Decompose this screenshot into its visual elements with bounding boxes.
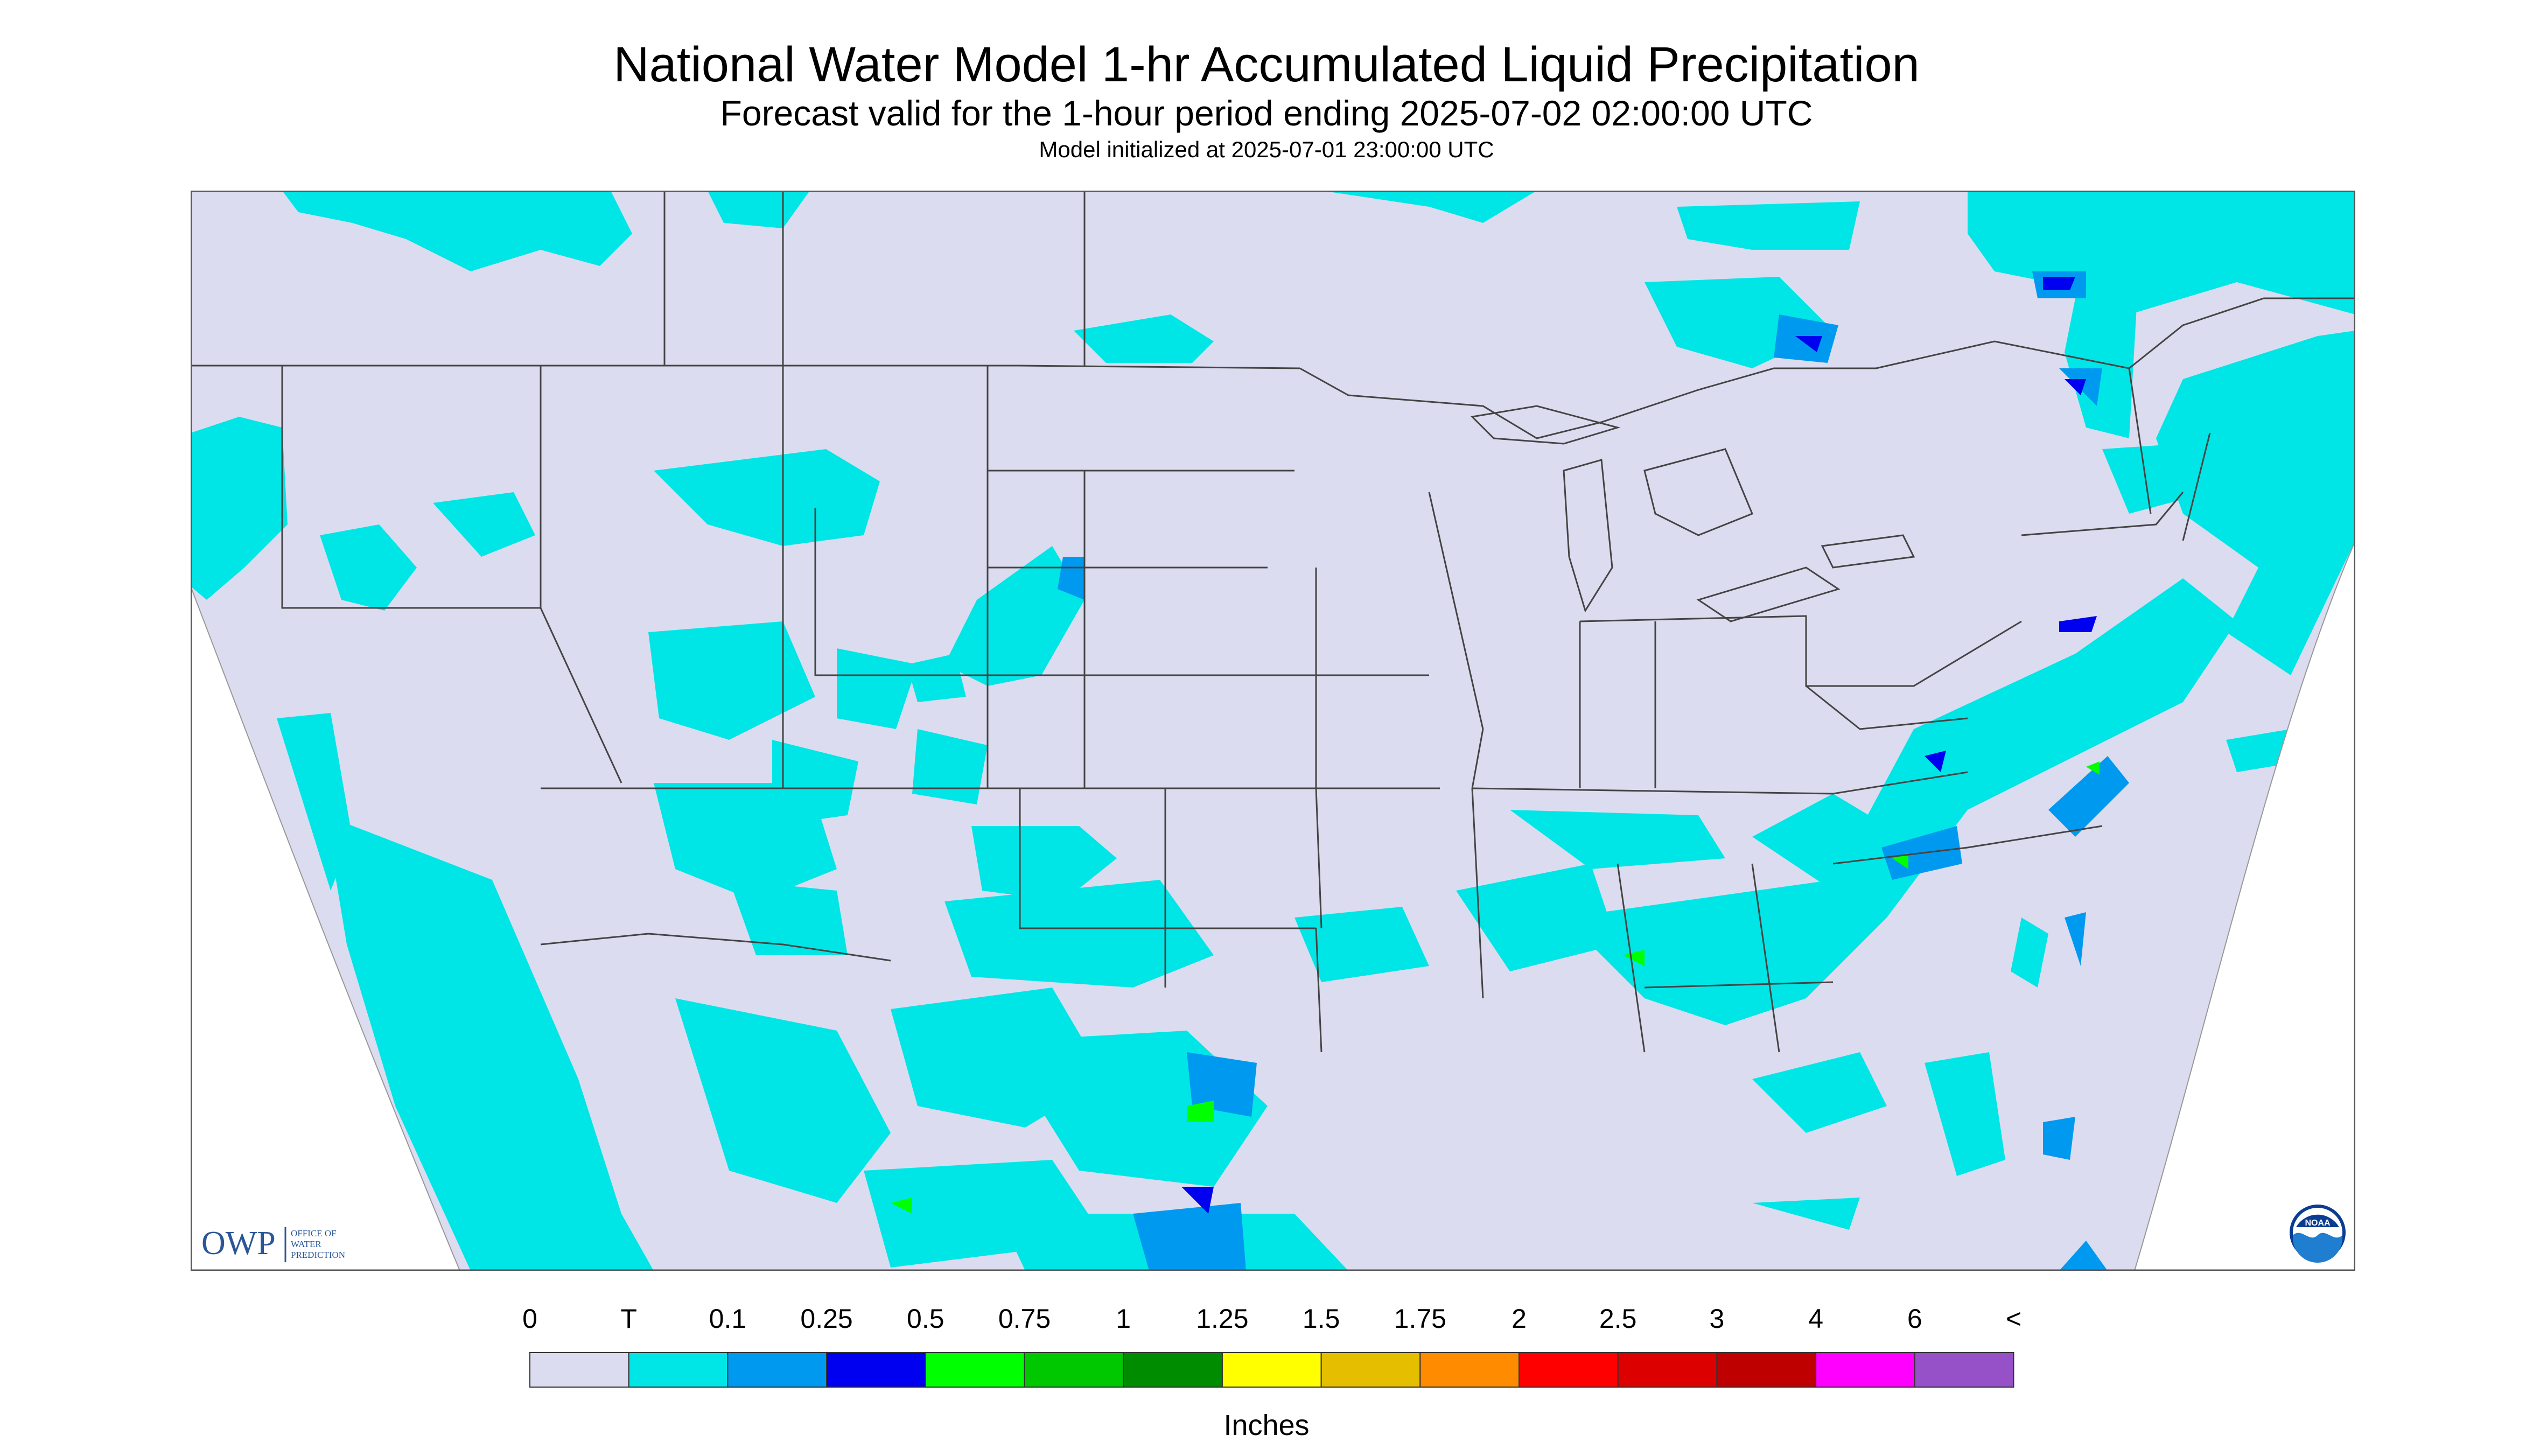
legend-swatch (925, 1352, 1025, 1388)
heavy-precip-areas (891, 761, 2100, 1214)
light-precip-areas (1058, 271, 2129, 1271)
map-subtitle: Forecast valid for the 1-hour period end… (720, 93, 1813, 133)
owp-logo-line3: PREDICTION (291, 1250, 345, 1260)
legend-tick-label: 2.5 (1599, 1304, 1637, 1334)
domain-outline (191, 191, 2355, 1271)
legend-swatch (1419, 1352, 1520, 1388)
legend-swatch (1519, 1352, 1619, 1388)
owp-logo-acronym: OWP (201, 1225, 276, 1262)
legend-tick-label: < (2005, 1304, 2022, 1334)
owp-logo: OWP OFFICE OF WATER PREDICTION (201, 1225, 345, 1262)
legend-tick-label: 4 (1808, 1304, 1823, 1334)
moderate-precip-areas (1181, 277, 2097, 1214)
legend-tick-label: 1.25 (1196, 1304, 1249, 1334)
state-boundaries (191, 191, 2355, 1053)
legend-tick-label: 0.25 (800, 1304, 853, 1334)
legend-swatch (1320, 1352, 1421, 1388)
legend-swatch (1024, 1352, 1124, 1388)
legend-tick-label: 6 (1907, 1304, 1922, 1334)
legend-tick-label: 1 (1116, 1304, 1131, 1334)
owp-logo-line2: WATER (291, 1239, 321, 1249)
legend-swatch (1221, 1352, 1322, 1388)
legend-swatch (1617, 1352, 1718, 1388)
legend-units: Inches (1223, 1409, 1310, 1441)
noaa-logo-text: NOAA (2305, 1219, 2331, 1228)
legend-tick-label: T (620, 1304, 637, 1334)
legend-swatch (727, 1352, 828, 1388)
legend-swatch (826, 1352, 926, 1388)
legend-swatch (1123, 1352, 1223, 1388)
great-lakes (1470, 405, 1915, 622)
legend-tick-label: 0.5 (907, 1304, 944, 1334)
map-title: National Water Model 1-hr Accumulated Li… (613, 37, 1920, 92)
precipitation-map: OWP OFFICE OF WATER PREDICTION NOAA (191, 191, 2355, 1271)
legend-swatch (1815, 1352, 1915, 1388)
map-frame (191, 191, 2355, 1271)
legend-tick-label: 0 (522, 1304, 537, 1334)
legend-tick-label: 1.75 (1394, 1304, 1446, 1334)
legend-tick-label: 0.75 (998, 1304, 1051, 1334)
legend-tick-label: 3 (1709, 1304, 1725, 1334)
owp-logo-line1: OFFICE OF (291, 1228, 337, 1238)
noaa-logo: NOAA (2290, 1205, 2346, 1263)
legend-tick-label: 2 (1512, 1304, 1527, 1334)
legend-swatch (1914, 1352, 2014, 1388)
legend-swatch (529, 1352, 629, 1388)
legend-tick-label: 0.1 (709, 1304, 747, 1334)
legend-swatch (628, 1352, 729, 1388)
legend-swatch (1716, 1352, 1817, 1388)
legend-tick-label: 1.5 (1302, 1304, 1340, 1334)
model-init-time: Model initialized at 2025-07-01 23:00:00… (1039, 137, 1494, 162)
trace-precip-areas (191, 191, 2355, 1271)
